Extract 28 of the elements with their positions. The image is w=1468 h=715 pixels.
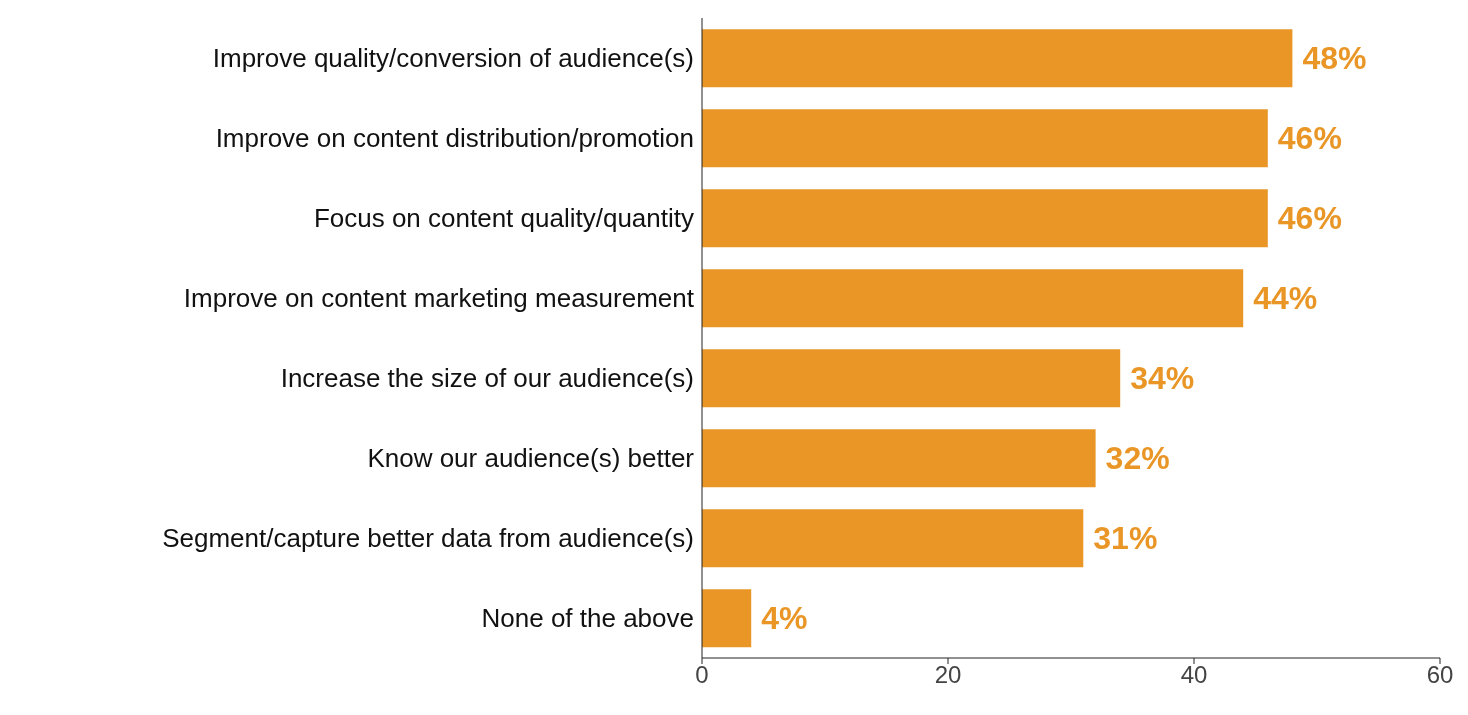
bar [702, 509, 1084, 568]
bar [702, 109, 1268, 168]
y-tick-label: Improve quality/conversion of audience(s) [212, 43, 694, 74]
data-label: 46% [1277, 120, 1342, 157]
x-tick-label: 0 [695, 661, 709, 689]
y-tick-label: Focus on content quality/quantity [313, 203, 694, 234]
y-tick-label: Increase the size of our audience(s) [280, 363, 694, 394]
x-tick-label: 60 [1426, 661, 1454, 689]
x-tick-label: 40 [1180, 661, 1208, 689]
data-label: 46% [1277, 200, 1342, 237]
bar [702, 29, 1293, 88]
y-tick-label: Know our audience(s) better [367, 443, 695, 474]
bar [702, 269, 1244, 328]
bar [702, 189, 1268, 248]
bar [702, 349, 1121, 408]
data-label: 32% [1105, 440, 1170, 477]
bar [702, 589, 752, 648]
y-tick-label: None of the above [481, 603, 694, 634]
y-tick-label: Improve on content marketing measurement [183, 283, 695, 314]
data-label: 44% [1253, 280, 1318, 317]
y-tick-label: Improve on content distribution/promotion [215, 123, 694, 154]
data-label: 31% [1093, 520, 1158, 557]
data-label: 48% [1302, 40, 1367, 77]
bar [702, 429, 1096, 488]
data-label: 4% [761, 600, 808, 637]
data-label: 34% [1130, 360, 1195, 397]
y-tick-label: Segment/capture better data from audience(s) [162, 523, 694, 554]
x-tick-label: 20 [934, 661, 962, 689]
